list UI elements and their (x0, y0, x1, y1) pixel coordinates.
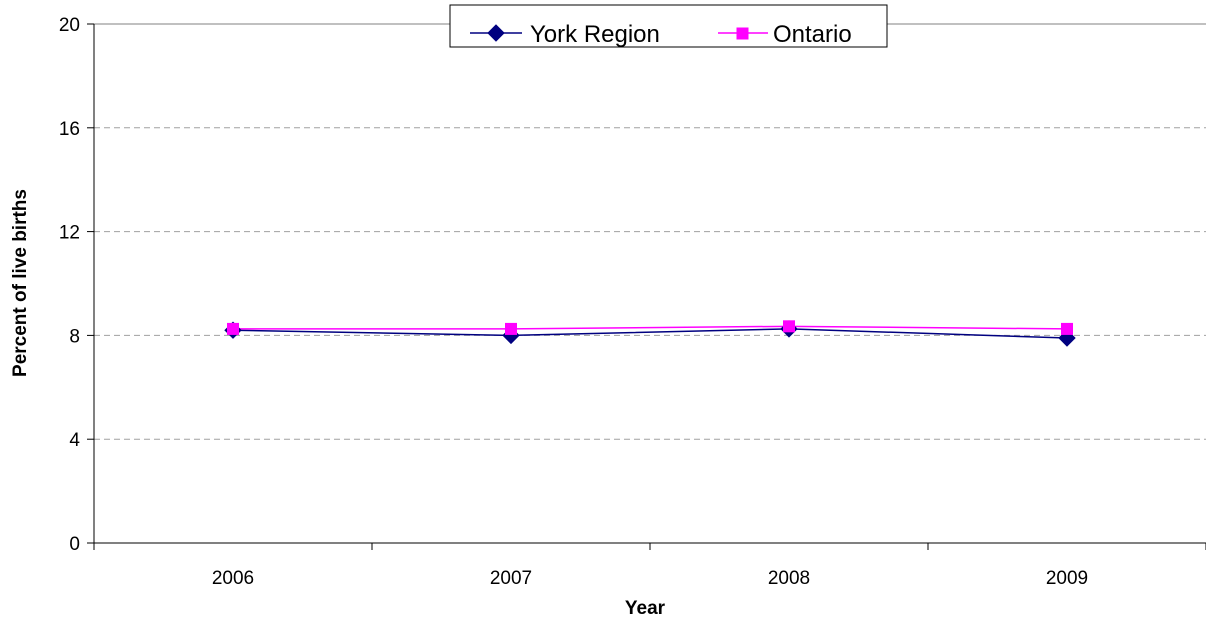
x-tick-label: 2008 (768, 568, 810, 589)
y-tick-label: 0 (69, 534, 80, 555)
y-tick-label: 20 (59, 15, 80, 36)
y-axis-title: Percent of live births (10, 189, 31, 377)
y-tick-label: 12 (59, 223, 80, 244)
y-tick-label: 16 (59, 119, 80, 140)
gridlines (94, 23, 1206, 440)
legend-label-york-region: York Region (530, 21, 660, 48)
data-point-ontario (227, 322, 239, 335)
x-tick-label: 2006 (212, 568, 254, 589)
x-tick-labels: 2006 2007 2008 2009 (212, 568, 1088, 589)
x-tick-label: 2009 (1046, 568, 1088, 589)
legend-marker-ontario (736, 27, 749, 40)
series-line-york-region (232, 328, 1068, 339)
y-tick-label: 4 (69, 430, 80, 451)
series-markers (224, 320, 1076, 347)
legend-marker-york-region (487, 24, 505, 42)
data-point-ontario (1061, 322, 1073, 335)
y-tick-label: 8 (69, 326, 80, 347)
legend-label-ontario: Ontario (773, 21, 852, 48)
legend: York Region Ontario (449, 4, 888, 48)
y-tick-labels: 0 4 8 12 16 20 (59, 15, 81, 555)
data-point-ontario (783, 320, 795, 333)
series-line-ontario (233, 325, 1068, 330)
legend-item-ontario: Ontario (718, 21, 852, 48)
series-lines (232, 325, 1068, 339)
x-axis-title: Year (625, 598, 666, 619)
data-point-ontario (505, 322, 517, 335)
x-tick-label: 2007 (490, 568, 532, 589)
legend-item-york-region: York Region (470, 21, 660, 48)
legend-box (449, 4, 888, 48)
axes (87, 23, 1206, 550)
